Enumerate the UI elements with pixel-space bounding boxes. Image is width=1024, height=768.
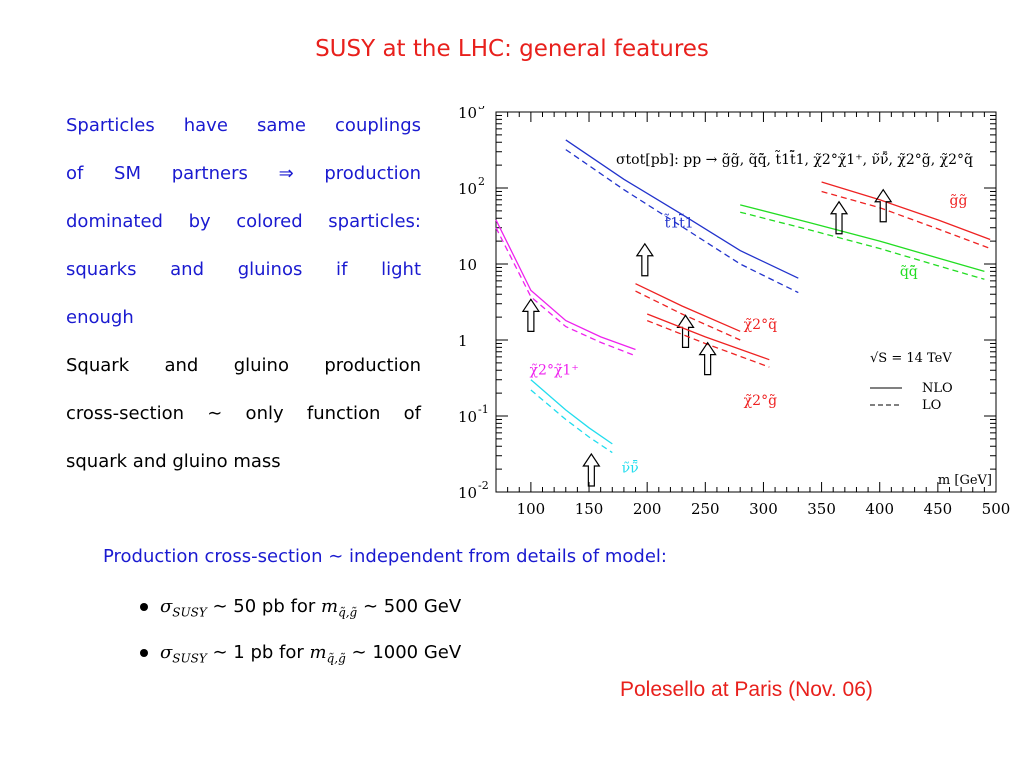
series-nlo-curve [495, 219, 636, 351]
y-tick-label: 10 [458, 484, 477, 502]
x-tick-label: 100 [517, 500, 546, 518]
cross-section-chart: 10015020025030035040045050010310210110-1… [458, 106, 1011, 518]
arrow-shape [874, 188, 893, 223]
left-text-block: Sparticles have same couplings of SM par… [66, 102, 421, 486]
x-tick-label: 300 [749, 500, 778, 518]
mass-marker-arrow [698, 341, 717, 376]
bullet-list: σSUSY ∼ 50 pb for mq̃,g̃ ∼ 500 GeV σSUSY… [140, 592, 461, 684]
chart-title: σtot[pb]: pp → g̃g̃, q̃q̃̄, t̃1t̃̄1, χ̃2… [616, 149, 973, 168]
text-line: squarks and gluinos if light [66, 259, 421, 280]
series-lo-curve [646, 319, 770, 368]
plot-frame [495, 111, 997, 493]
series-nlo-curve [635, 283, 741, 332]
series-label: t̃1t̃̄1 [664, 213, 693, 232]
bullet-item-50pb: σSUSY ∼ 50 pb for mq̃,g̃ ∼ 500 GeV [140, 592, 461, 638]
bullet-dot [140, 603, 148, 611]
arrow-shape [582, 452, 601, 487]
series-lo-curve [495, 227, 636, 357]
bullet-text: σSUSY ∼ 50 pb for mq̃,g̃ ∼ 500 GeV [160, 596, 462, 620]
series-label: ν̃ν̃̄ [622, 459, 639, 476]
energy-label: √S = 14 TeV [870, 351, 952, 366]
bullet-item-1pb: σSUSY ∼ 1 pb for mq̃,g̃ ∼ 1000 GeV [140, 638, 461, 684]
legend-label: NLO [922, 381, 953, 396]
bullet-dot [140, 649, 148, 657]
mass-marker-arrow [582, 452, 601, 487]
series-label: χ̃2°χ̃1⁺ [530, 363, 579, 379]
series-label: g̃g̃ [949, 193, 967, 209]
legend-label: LO [922, 398, 941, 413]
series-lo-curve [565, 149, 799, 294]
y-tick-exponent: 2 [478, 175, 485, 188]
series-lo-curve [530, 389, 613, 454]
series-nlo-curve [740, 204, 985, 273]
y-tick-exponent: 3 [478, 106, 485, 112]
series-nlo-curve [821, 181, 991, 241]
text-line: Squark and gluino production [66, 355, 421, 376]
arrow-shape [635, 242, 654, 277]
y-tick-exponent: -1 [478, 403, 489, 416]
mass-marker-arrow [635, 242, 654, 277]
arrow-shape [698, 341, 717, 376]
mass-marker-arrow [521, 298, 541, 332]
text-line: dominated by colored sparticles: [66, 211, 421, 232]
series-nlo-curve [565, 139, 799, 279]
series-label: χ̃2°q̃ [744, 317, 777, 333]
y-tick-label: 1 [458, 332, 468, 350]
series-label: χ̃2°g̃ [744, 393, 777, 409]
x-tick-label: 200 [633, 500, 662, 518]
x-tick-label: 150 [575, 500, 604, 518]
y-tick-label: 10 [458, 256, 477, 274]
arrow-shape [521, 298, 541, 332]
text-line: squark and gluino mass [66, 451, 281, 472]
x-tick-label: 400 [865, 500, 894, 518]
text-line: enough [66, 307, 134, 328]
series-nlo-curve [530, 379, 613, 445]
x-tick-label: 500 [982, 500, 1011, 518]
text-line: Sparticles have same couplings [66, 115, 421, 136]
series-lo-curve [821, 190, 991, 250]
series-nlo-curve [646, 313, 770, 361]
series-lo-curve [635, 290, 741, 341]
couplings-paragraph: Sparticles have same couplings of SM par… [66, 102, 421, 342]
y-tick-label: 10 [458, 180, 477, 198]
credit-text: Polesello at Paris (Nov. 06) [620, 678, 873, 701]
slide-title: SUSY at the LHC: general features [315, 36, 709, 62]
production-heading: Production cross-section ∼ independent f… [103, 546, 667, 567]
text-line: of SM partners ⇒ production [66, 163, 421, 184]
x-tick-label: 250 [691, 500, 720, 518]
x-axis-label: m [GeV] [938, 473, 992, 488]
arrow-shape [829, 200, 849, 235]
x-tick-label: 450 [924, 500, 953, 518]
mass-marker-arrow [829, 200, 849, 235]
y-tick-exponent: -2 [478, 479, 489, 492]
series-label: q̃q̃̄ [900, 264, 918, 280]
series-lo-curve [740, 211, 985, 280]
bullet-text: σSUSY ∼ 1 pb for mq̃,g̃ ∼ 1000 GeV [160, 642, 462, 666]
y-tick-label: 10 [458, 408, 477, 426]
y-tick-label: 10 [458, 106, 477, 122]
mass-marker-arrow [874, 188, 893, 223]
x-tick-label: 350 [807, 500, 836, 518]
text-line: cross-section ∼ only function of [66, 403, 421, 424]
cross-section-paragraph: Squark and gluino production cross-secti… [66, 342, 421, 486]
